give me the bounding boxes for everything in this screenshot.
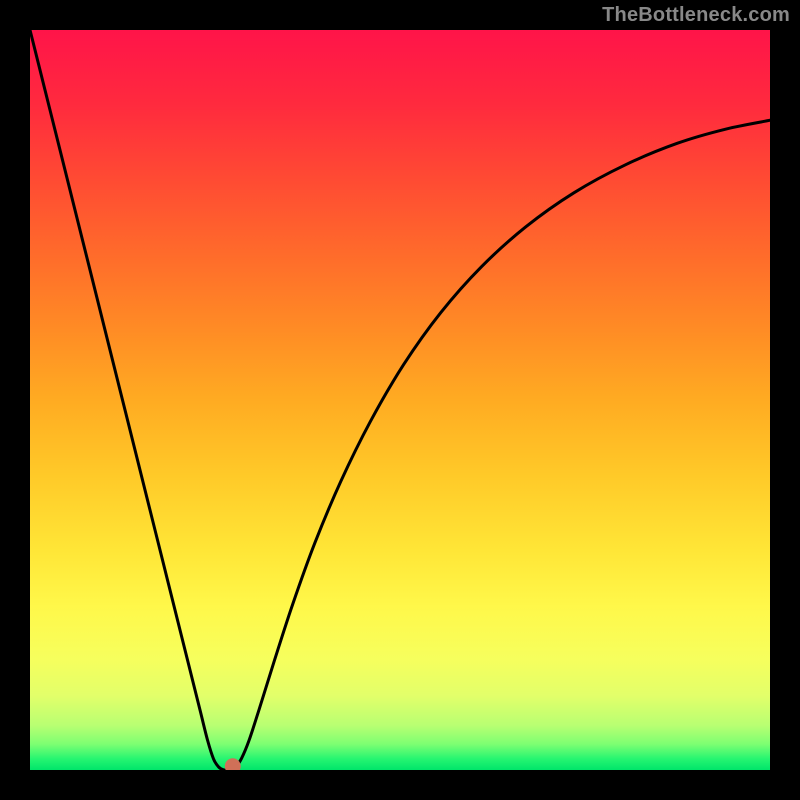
optimum-marker xyxy=(30,30,770,770)
chart-stage: TheBottleneck.com xyxy=(0,0,800,800)
watermark-text: TheBottleneck.com xyxy=(602,4,790,27)
plot-area xyxy=(30,30,770,770)
